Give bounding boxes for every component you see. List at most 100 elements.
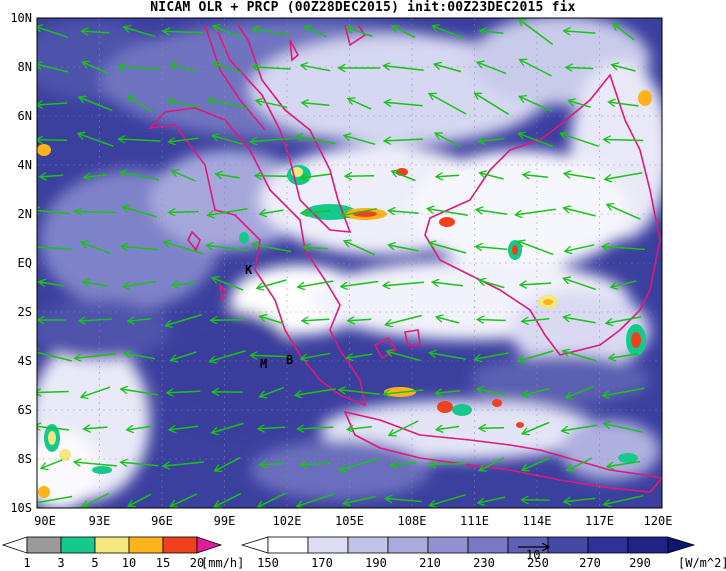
wind-vector xyxy=(608,460,641,467)
coastline-borneo xyxy=(424,73,661,356)
lat-label: 2S xyxy=(18,305,32,319)
vector-reference-label: 10 xyxy=(526,548,540,562)
wind-vector xyxy=(79,134,114,147)
wind-vector xyxy=(613,65,636,72)
olr-bin xyxy=(387,536,429,554)
wind-vector xyxy=(128,426,153,429)
wind-vector xyxy=(610,353,639,358)
wind-vector xyxy=(519,134,554,148)
wind-vector xyxy=(567,385,594,398)
lon-label: 105E xyxy=(335,514,364,528)
wind-vector xyxy=(387,352,421,362)
wind-vector xyxy=(41,175,64,176)
precip-bin xyxy=(94,536,130,554)
wind-vector xyxy=(610,102,639,106)
olr-tick: 190 xyxy=(365,556,387,570)
olr-colorbar: 150 170 190 210 230 250 270 290 [W/m^2] … xyxy=(240,536,726,570)
olr-bin xyxy=(547,536,589,554)
wind-vector xyxy=(565,498,596,501)
wind-vector xyxy=(37,392,69,393)
wind-vector xyxy=(169,212,199,213)
wind-vector xyxy=(349,99,372,110)
olr-bin xyxy=(307,536,349,554)
wind-vector xyxy=(259,492,286,507)
wind-vector xyxy=(122,462,159,465)
wind-vector xyxy=(519,350,554,361)
lon-label: 93E xyxy=(89,514,111,528)
wind-vector xyxy=(523,319,550,322)
lat-label: 10S xyxy=(10,501,32,515)
wind-vector xyxy=(569,101,592,108)
wind-vector xyxy=(172,351,197,360)
wind-vector xyxy=(302,65,331,72)
olr-bin xyxy=(427,536,469,554)
wind-vector xyxy=(430,94,467,115)
lat-label: 6N xyxy=(18,109,32,123)
wind-vector xyxy=(343,207,377,216)
wind-vector xyxy=(523,387,550,396)
olr-tick: 250 xyxy=(527,556,549,570)
wind-vector xyxy=(342,280,379,287)
wind-vector xyxy=(478,63,507,75)
wind-vector xyxy=(173,171,196,182)
wind-vector xyxy=(437,317,460,324)
wind-vector xyxy=(606,172,643,179)
wind-vector xyxy=(348,354,373,358)
wind-vector xyxy=(605,424,644,433)
map-title: NICAM OLR + PRCP (00Z28DEC2015) init:00Z… xyxy=(150,0,576,15)
wind-vector xyxy=(122,389,159,396)
lon-label: 117E xyxy=(585,514,614,528)
wind-vector xyxy=(217,174,240,178)
wind-vector xyxy=(298,493,335,506)
wind-vector xyxy=(173,283,196,285)
wind-vector xyxy=(614,24,635,41)
coastline-sumatra-west xyxy=(204,24,266,131)
wind-vector xyxy=(386,499,422,502)
wind-vector xyxy=(607,316,642,323)
wind-vector xyxy=(302,352,331,358)
lon-label: 90E xyxy=(34,514,56,528)
wind-vector xyxy=(568,457,593,470)
wind-vector xyxy=(85,175,108,178)
wind-vector xyxy=(216,456,241,470)
wind-vector xyxy=(125,27,156,38)
wind-vector xyxy=(436,134,461,148)
olr-bin xyxy=(267,536,309,554)
wind-vector xyxy=(565,31,596,33)
wind-vector xyxy=(347,28,373,38)
olr-bin xyxy=(587,536,629,554)
wind-vector xyxy=(261,317,284,325)
wind-vector xyxy=(523,421,550,434)
precip-bin xyxy=(128,536,164,554)
wind-vector xyxy=(37,351,73,362)
wind-vector xyxy=(480,457,505,471)
olr-unit: [W/m^2] xyxy=(678,556,726,570)
wind-vector xyxy=(389,245,419,252)
wind-vector xyxy=(477,210,508,216)
wind-vector xyxy=(478,320,506,321)
wind-vector xyxy=(384,282,425,285)
wind-vector xyxy=(564,317,596,324)
wind-vector xyxy=(519,242,554,256)
wind-vector xyxy=(303,103,330,105)
wind-vector xyxy=(475,94,510,115)
precip-unit: [mm/h] xyxy=(201,556,244,570)
wind-vector xyxy=(170,426,199,429)
wind-vector xyxy=(298,427,334,429)
station-label-m: M xyxy=(260,357,267,371)
coastline-bangka xyxy=(373,336,398,360)
wind-vector xyxy=(129,319,152,321)
wind-vector xyxy=(83,492,110,506)
wind-vector xyxy=(209,208,248,215)
lat-label: 4N xyxy=(18,158,32,172)
wind-vector xyxy=(76,212,117,213)
lon-label: 102E xyxy=(273,514,302,528)
wind-vector xyxy=(82,386,111,397)
wind-vector xyxy=(296,388,337,395)
wind-vector xyxy=(565,208,596,217)
wind-vector xyxy=(437,175,460,176)
olr-colorbar-high-triangle xyxy=(667,536,696,554)
wind-vector xyxy=(345,136,376,146)
wind-vector xyxy=(605,494,644,505)
wind-vector xyxy=(120,139,161,141)
